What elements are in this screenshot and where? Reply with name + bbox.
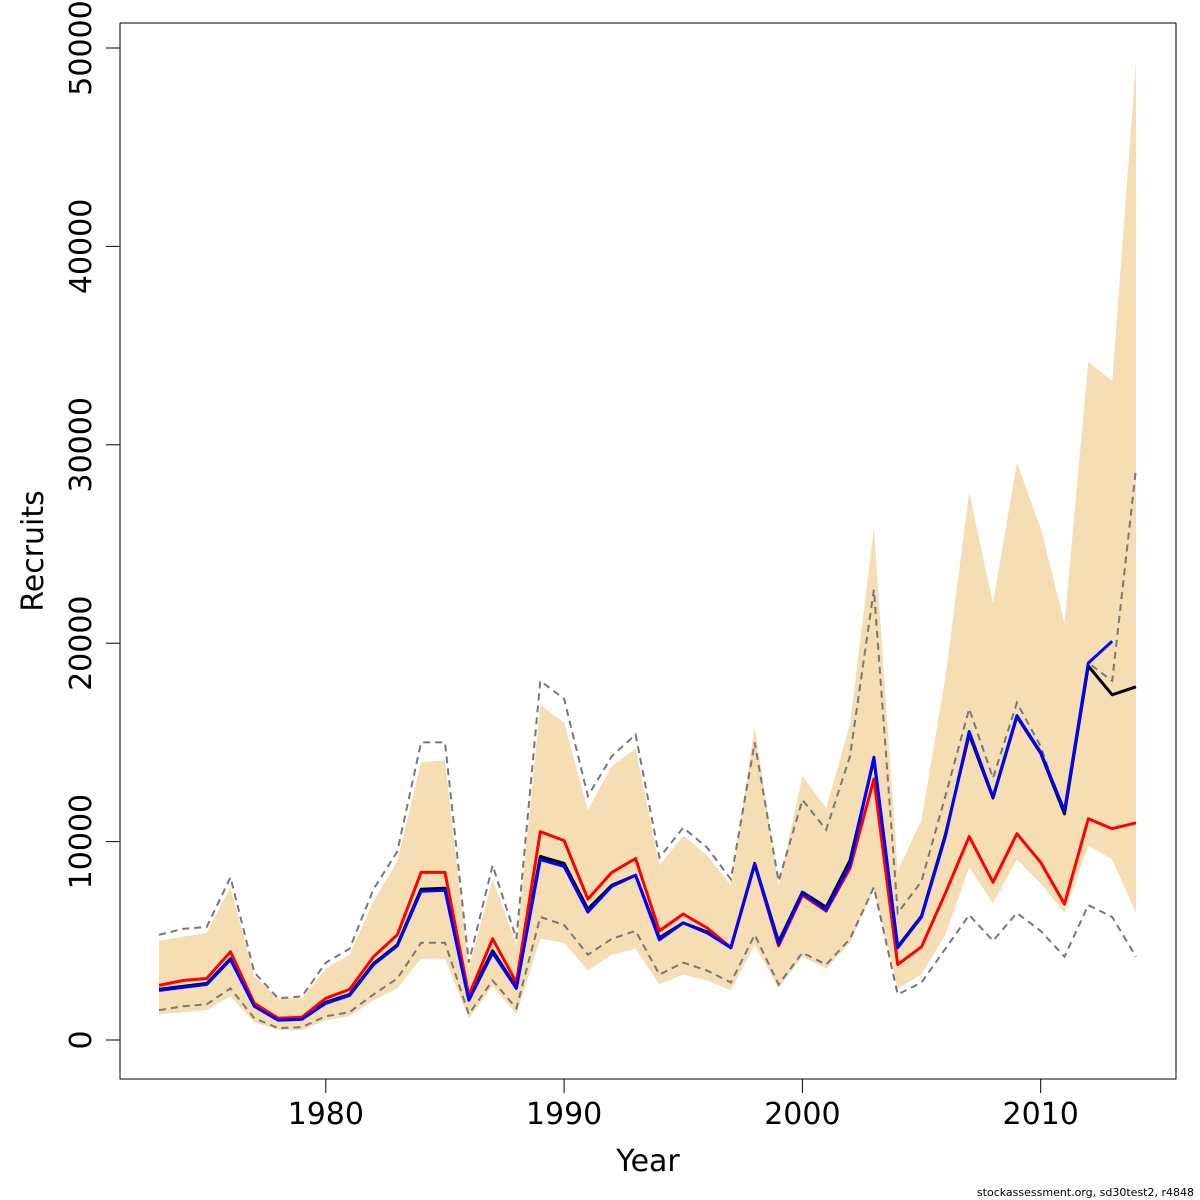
- dashed-bounds: [158, 468, 1137, 1030]
- y-tick-label: 10000: [64, 794, 99, 889]
- y-tick-label: 30000: [64, 397, 99, 492]
- y-axis: 0 10000 20000 30000 40000 50000: [64, 0, 121, 1050]
- dashed-bound-line-2: [158, 884, 1137, 1030]
- x-axis: 1980 1990 2000 2010: [288, 1078, 1079, 1132]
- series-lines: [158, 640, 1137, 1022]
- footer-text: stockassessment.org, sd30test2, r4848: [977, 1186, 1194, 1199]
- y-axis-title: Recruits: [16, 490, 51, 612]
- red-series-line: [158, 777, 1137, 1020]
- x-tick-label: 1990: [526, 1097, 602, 1132]
- y-tick-label: 20000: [64, 595, 99, 690]
- x-tick-label: 2000: [764, 1097, 840, 1132]
- y-tick-label: 50000: [64, 0, 99, 95]
- x-tick-label: 1980: [288, 1097, 364, 1132]
- dashed-bound-line-1: [158, 468, 1137, 1000]
- x-tick-label: 2010: [1003, 1097, 1079, 1132]
- y-tick-label: 0: [64, 1030, 99, 1049]
- y-tick-label: 40000: [64, 199, 99, 294]
- blue-series-line: [158, 640, 1114, 1022]
- x-axis-title: Year: [615, 1144, 680, 1179]
- confidence-band: [159, 61, 1136, 1031]
- band-area: [159, 61, 1136, 1031]
